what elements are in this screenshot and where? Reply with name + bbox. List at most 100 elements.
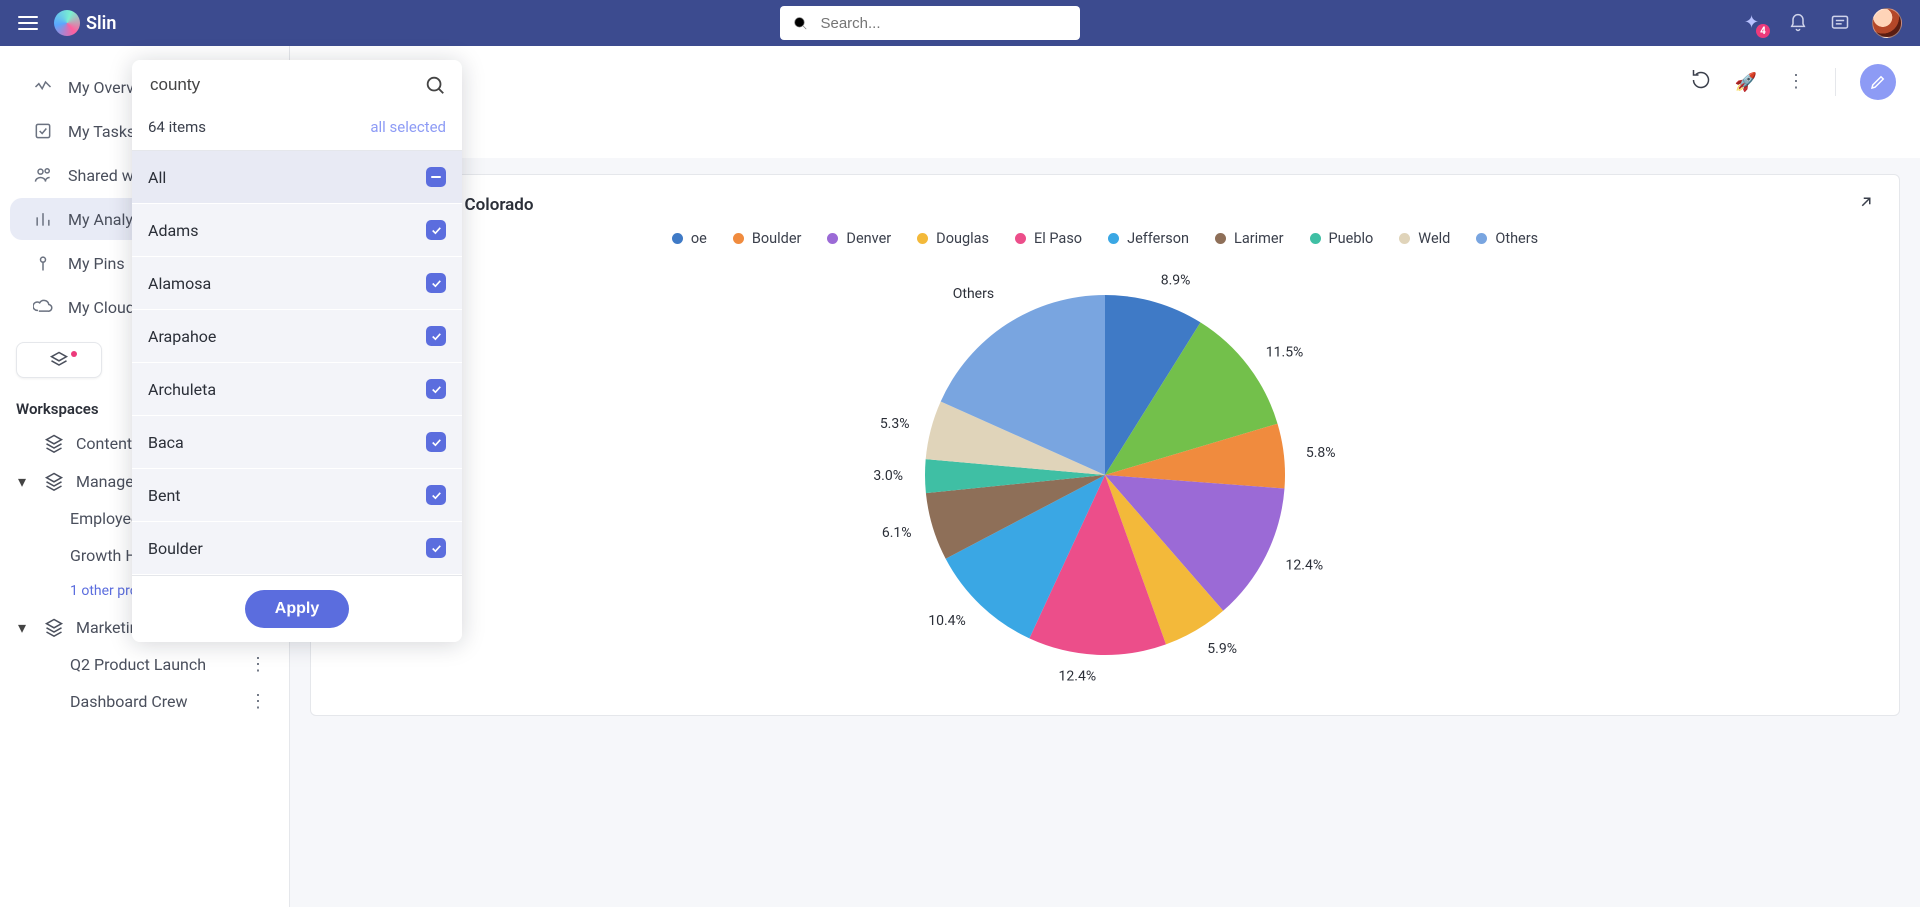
stack-icon <box>44 471 64 491</box>
layers-icon <box>49 350 69 370</box>
legend-label: Denver <box>846 230 891 247</box>
checkbox-checked-icon <box>426 220 446 240</box>
rocket-icon[interactable]: 🚀 <box>1735 72 1757 93</box>
pie-slice-label: 5.8% <box>1306 445 1336 461</box>
legend-swatch <box>1476 233 1487 244</box>
sidebar-icon <box>32 76 54 98</box>
page-header: ation 🚀 ⋮ <box>290 46 1920 158</box>
chat-icon[interactable] <box>1830 13 1850 33</box>
pie-slice-label: 6.1% <box>882 525 912 541</box>
stack-icon <box>44 433 64 453</box>
sidebar-icon <box>32 252 54 274</box>
legend-swatch <box>1108 233 1119 244</box>
legend-item[interactable]: Jefferson <box>1108 230 1189 247</box>
legend-swatch <box>1015 233 1026 244</box>
county-filter-popover: 64 items all selected AllAdamsAlamosaAra… <box>132 60 462 642</box>
sidebar-icon <box>32 296 54 318</box>
expand-button[interactable] <box>1857 193 1875 216</box>
legend-label: Weld <box>1418 230 1450 247</box>
edit-button[interactable] <box>1860 64 1896 100</box>
pie-slice-label: 3.0% <box>873 468 903 484</box>
legend-item[interactable]: Douglas <box>917 230 989 247</box>
popover-option-all[interactable]: All <box>132 151 462 204</box>
legend-label: Others <box>1495 230 1538 247</box>
search-icon <box>424 74 446 96</box>
chevron-down-icon: ▾ <box>18 618 32 637</box>
ai-sparkle-button[interactable]: ✦ 4 <box>1744 12 1766 34</box>
breadcrumb-current: Colorado <box>465 195 534 215</box>
pie-slice-label: 5.3% <box>880 416 910 432</box>
chart-legend: oe Boulder Denver Douglas El Paso Jefferson La… <box>335 230 1875 247</box>
popover-item-count: 64 items <box>148 118 206 136</box>
workspace-child[interactable]: Q2 Product Launch⋮ <box>0 646 289 683</box>
popover-option[interactable]: Alamosa <box>132 257 462 310</box>
pie-chart: 8.9%11.5%5.8%12.4%5.9%12.4%10.4%6.1%3.0%… <box>825 265 1385 685</box>
popover-option[interactable]: Arapahoe <box>132 310 462 363</box>
checkbox-indeterminate-icon <box>426 167 446 187</box>
sidebar-icon <box>32 120 54 142</box>
legend-swatch <box>1215 233 1226 244</box>
legend-label: Jefferson <box>1127 230 1189 247</box>
sidebar-item-label: My Pins <box>68 254 125 273</box>
legend-item[interactable]: Denver <box>827 230 891 247</box>
menu-icon[interactable] <box>18 16 38 30</box>
pie-slice-label: 12.4% <box>1286 557 1324 573</box>
pie-others-label: Others <box>953 286 994 302</box>
pie-slice-label: 11.5% <box>1266 344 1304 360</box>
app-name: Slin <box>86 13 116 34</box>
refresh-button[interactable] <box>1691 70 1711 94</box>
popover-option[interactable]: Bent <box>132 469 462 522</box>
legend-label: Larimer <box>1234 230 1283 247</box>
legend-label: Pueblo <box>1329 230 1374 247</box>
sidebar-item-label: My Tasks <box>68 122 135 141</box>
legend-item[interactable]: Pueblo <box>1310 230 1374 247</box>
legend-item[interactable]: Others <box>1476 230 1538 247</box>
legend-item[interactable]: Boulder <box>733 230 802 247</box>
sidebar-icon <box>32 208 54 230</box>
top-nav: Slin ✦ 4 <box>0 0 1920 46</box>
popover-search-input[interactable] <box>148 74 414 96</box>
user-avatar[interactable] <box>1872 8 1902 38</box>
pie-slice-label: 10.4% <box>928 613 966 629</box>
search-input[interactable] <box>818 14 1068 33</box>
popover-selection-status[interactable]: all selected <box>370 118 446 136</box>
layers-switch-button[interactable] <box>16 342 102 378</box>
sidebar-icon <box>32 164 54 186</box>
legend-item[interactable]: Larimer <box>1215 230 1283 247</box>
stack-icon <box>44 617 64 637</box>
legend-swatch <box>827 233 838 244</box>
chart-card: on 2010-2019 › Colorado oe Boulder Denver D… <box>310 174 1900 716</box>
checkbox-checked-icon <box>426 538 446 558</box>
legend-label: oe <box>691 230 707 247</box>
legend-label: Douglas <box>936 230 989 247</box>
legend-label: Boulder <box>752 230 802 247</box>
legend-item[interactable]: Weld <box>1399 230 1450 247</box>
popover-option[interactable]: Baca <box>132 416 462 469</box>
pencil-icon <box>1869 73 1887 91</box>
legend-item[interactable]: oe <box>672 230 707 247</box>
workspace-child[interactable]: Dashboard Crew⋮ <box>0 683 289 720</box>
checkbox-checked-icon <box>426 379 446 399</box>
apply-button[interactable]: Apply <box>245 590 349 628</box>
legend-item[interactable]: El Paso <box>1015 230 1082 247</box>
legend-label: El Paso <box>1034 230 1082 247</box>
breadcrumb: on 2010-2019 › Colorado <box>335 193 1875 216</box>
separator <box>1835 68 1836 96</box>
pie-slice-label: 5.9% <box>1207 641 1237 657</box>
global-search[interactable] <box>780 6 1080 40</box>
legend-swatch <box>917 233 928 244</box>
popover-option-list[interactable]: AllAdamsAlamosaArapahoeArchuletaBacaBent… <box>132 151 462 575</box>
popover-option[interactable]: Archuleta <box>132 363 462 416</box>
legend-swatch <box>672 233 683 244</box>
popover-option[interactable]: Adams <box>132 204 462 257</box>
bell-icon[interactable] <box>1788 13 1808 33</box>
popover-option[interactable]: Boulder <box>132 522 462 575</box>
search-icon <box>792 14 808 32</box>
checkbox-checked-icon <box>426 485 446 505</box>
legend-swatch <box>733 233 744 244</box>
checkbox-checked-icon <box>426 432 446 452</box>
layers-dot-indicator <box>71 351 77 357</box>
logo-mark-icon <box>54 10 80 36</box>
app-logo[interactable]: Slin <box>54 10 116 36</box>
checkbox-checked-icon <box>426 326 446 346</box>
